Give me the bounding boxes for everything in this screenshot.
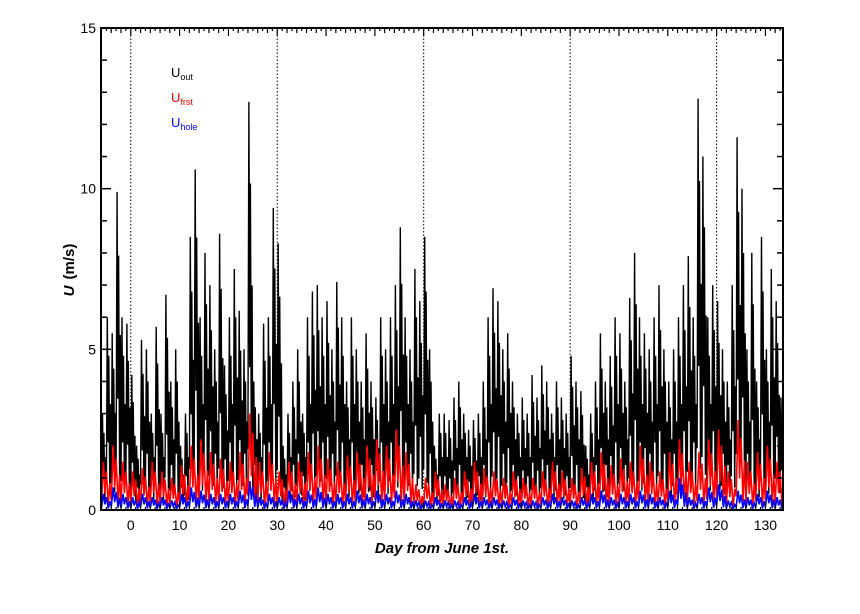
x-tick-label: 100	[607, 517, 631, 533]
svg-text:U(m/s): U (m/s)	[61, 244, 78, 297]
y-axis-label: U (m/s)	[61, 244, 78, 297]
x-tick-label: 80	[514, 517, 530, 533]
legend-symbol: U	[171, 65, 180, 80]
series-group	[100, 98, 783, 512]
x-tick-label: 10	[172, 517, 188, 533]
legend-symbol: U	[171, 90, 180, 105]
x-tick-label: 110	[657, 517, 680, 533]
legend-entry-hole: Uhole	[171, 115, 197, 132]
x-tick-label: 50	[367, 517, 383, 533]
x-tick-label: 130	[754, 517, 778, 533]
x-tick-label: 120	[705, 517, 729, 533]
x-tick-label: 70	[465, 517, 481, 533]
legend-entry-frst: Ufrst	[171, 90, 193, 107]
series-line-frst	[100, 413, 783, 508]
x-tick-label: 60	[416, 517, 432, 533]
x-tick-label: 30	[269, 517, 285, 533]
y-tick-label: 5	[88, 341, 96, 357]
y-tick-label: 10	[80, 181, 96, 197]
x-tick-label: 90	[562, 517, 578, 533]
plot-frame	[100, 27, 784, 511]
legend-symbol: U	[171, 115, 180, 130]
legend-entry-out: Uout	[171, 65, 193, 82]
legend-subscript: hole	[180, 122, 197, 132]
y-tick-label: 15	[80, 20, 96, 36]
x-tick-label: 20	[221, 517, 237, 533]
legend-subscript: frst	[180, 97, 193, 107]
y-tick-label: 0	[88, 502, 96, 518]
legend-subscript: out	[180, 72, 193, 82]
series-line-hole	[100, 477, 783, 512]
y-axis-symbol: U	[61, 284, 78, 296]
x-tick-label: 40	[318, 517, 334, 533]
x-tick-label: 0	[127, 517, 135, 533]
series-line-out	[100, 98, 783, 504]
x-axis-label: Day from June 1st.	[375, 540, 509, 557]
y-axis-unit: (m/s)	[61, 244, 78, 280]
